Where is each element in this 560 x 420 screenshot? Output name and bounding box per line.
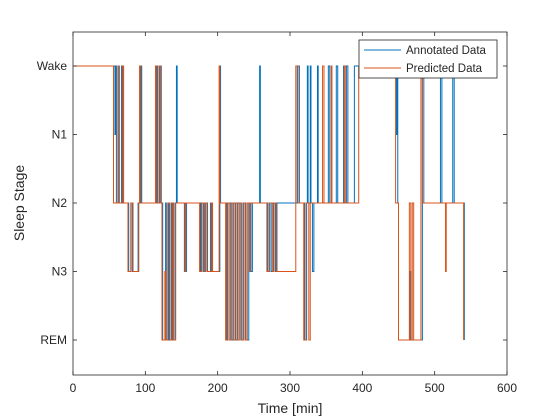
series-line-predicted-data: [73, 65, 465, 341]
y-axis-label: Sleep Stage: [11, 165, 27, 241]
x-tick-label: 600: [497, 381, 517, 395]
legend-box: [358, 39, 498, 79]
x-tick-label: 200: [208, 381, 228, 395]
series-layer: [73, 65, 465, 341]
y-tick-label: N2: [52, 196, 68, 210]
x-tick-label: 500: [425, 381, 445, 395]
legend-label-predicted: Predicted Data: [406, 63, 483, 75]
legend-label-annotated: Annotated Data: [406, 45, 487, 57]
x-tick-label: 0: [70, 381, 77, 395]
legend: Annotated Data Predicted Data: [358, 39, 498, 79]
y-tick-label: REM: [40, 333, 67, 347]
y-tick-label: N1: [52, 128, 68, 142]
ticks-layer: 0 100 200 300 400 500 600 Wake N1 N2 N3 REM: [37, 32, 517, 395]
x-tick-label: 100: [135, 381, 155, 395]
y-tick-label: N3: [52, 265, 68, 279]
x-tick-label: 400: [352, 381, 372, 395]
x-axis-label: Time [min]: [258, 400, 323, 416]
x-tick-label: 300: [280, 381, 300, 395]
y-tick-label: Wake: [37, 59, 68, 73]
